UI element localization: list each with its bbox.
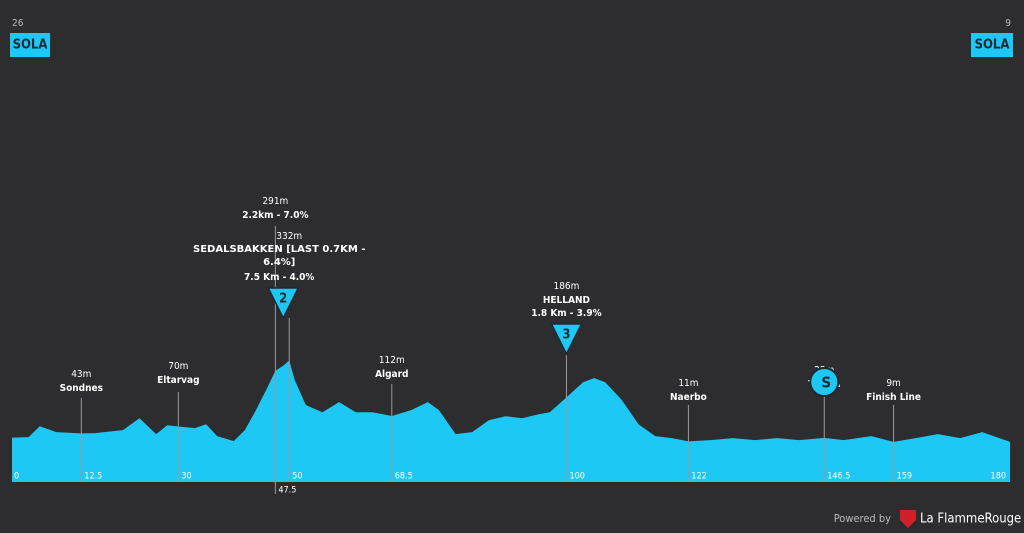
marker-detail: 1.8 Km - 3.9% (531, 308, 601, 319)
start-name: SOLA (13, 38, 48, 53)
marker-name: Eltarvag (157, 375, 199, 386)
finish-name: SOLA (975, 38, 1010, 53)
x-tick-label: 30 (181, 472, 191, 482)
start-elevation: 26 (12, 18, 24, 29)
climb-icon-label: 3 (562, 328, 570, 343)
finish-box (971, 33, 1013, 57)
marker-elevation: 112m (379, 355, 405, 366)
sprint-icon-label: S (821, 374, 831, 392)
climb-icon-label: 2 (279, 292, 287, 307)
marker-name: Algard (375, 369, 408, 380)
x-tick-label: 50 (292, 472, 302, 482)
x-tick-label: 122 (691, 472, 706, 482)
marker-name: Naerbo (670, 392, 707, 403)
x-tick-label: 68.5 (395, 472, 413, 482)
x-tick-label: 146.5 (827, 472, 850, 482)
marker-elevation: 332m (276, 231, 302, 242)
x-tick-label: 180 (991, 472, 1006, 482)
marker-elevation: 70m (168, 361, 188, 372)
marker-name: Sondnes (60, 383, 103, 394)
sprint-icon (809, 367, 840, 397)
climb-icon (550, 323, 583, 356)
climb-icon (267, 287, 300, 320)
x-tick-label: 100 (569, 472, 584, 482)
marker-detail: 2.2km - 7.0% (242, 210, 308, 221)
elevation-area (12, 360, 1010, 482)
x-tick-label: 47.5 (278, 486, 296, 496)
brand: La FlammeRouge (920, 512, 1021, 527)
marker-elevation: 291m (262, 196, 288, 207)
powered-by: Powered by (834, 512, 891, 525)
marker-name: Finish Line (866, 392, 921, 403)
marker-name: HELLAND (543, 295, 590, 306)
x-tick-label: 0 (14, 472, 19, 482)
logo (900, 510, 916, 528)
x-tick-label: 12.5 (84, 472, 102, 482)
marker-elevation: 9m (886, 378, 901, 389)
marker-elevation: 186m (553, 281, 579, 292)
marker-elevation: 11m (678, 378, 698, 389)
marker-name: SEDALSBAKKEN [LAST 0.7KM - 6.4%] (193, 244, 366, 268)
marker-elevation: 43m (71, 369, 91, 380)
start-box (10, 33, 50, 57)
marker-detail: 7.5 Km - 4.0% (244, 272, 314, 283)
finish-elevation: 9 (1005, 18, 1011, 29)
x-tick-label: 159 (897, 472, 912, 482)
marker-name-text: SEDALSBAKKEN [LAST 0.7KM - 6.4%] (193, 244, 366, 268)
